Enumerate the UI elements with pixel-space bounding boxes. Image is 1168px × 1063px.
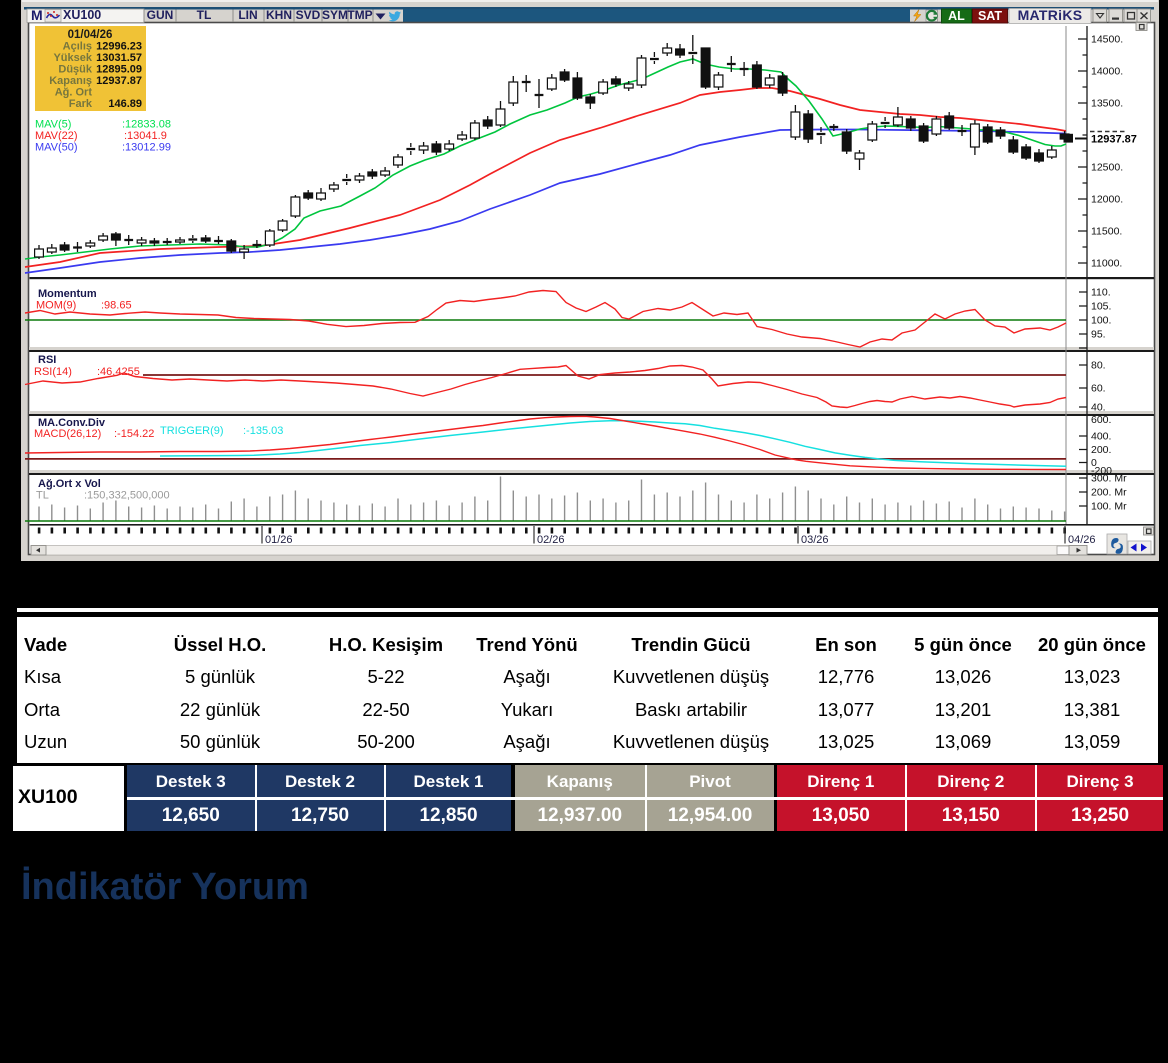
svg-text:14500.: 14500. <box>1091 34 1123 46</box>
svg-text:100. Mr: 100. Mr <box>1091 501 1127 513</box>
svg-text:MOM(9): MOM(9) <box>36 300 76 312</box>
svg-text::-154.22: :-154.22 <box>114 428 154 440</box>
svg-text:95.: 95. <box>1091 329 1106 341</box>
svg-text:MAV(5): MAV(5) <box>35 119 71 131</box>
svg-text:146.89: 146.89 <box>108 98 142 110</box>
svg-text:SYM: SYM <box>322 8 348 22</box>
svg-text:Ağ.Ort x Vol: Ağ.Ort x Vol <box>38 478 101 490</box>
svg-text:Momentum: Momentum <box>38 288 97 300</box>
svg-text:600.: 600. <box>1091 414 1111 426</box>
svg-text:GUN: GUN <box>147 8 174 22</box>
svg-text::46.4255: :46.4255 <box>97 366 140 378</box>
svg-text:13031.57: 13031.57 <box>96 52 142 64</box>
svg-text:200. Mr: 200. Mr <box>1091 487 1127 499</box>
svg-text:0: 0 <box>1091 457 1097 469</box>
svg-text:11500.: 11500. <box>1091 226 1122 238</box>
svg-text:Yüksek: Yüksek <box>53 52 92 64</box>
svg-text:TMP: TMP <box>347 8 372 22</box>
svg-text:MA.Conv.Div: MA.Conv.Div <box>38 417 106 429</box>
svg-text::150,332,500,000: :150,332,500,000 <box>84 490 170 502</box>
svg-text:105.: 105. <box>1091 301 1111 313</box>
svg-text:14000.: 14000. <box>1091 66 1123 78</box>
svg-text:-200: -200 <box>1091 465 1112 477</box>
svg-text:AL: AL <box>948 9 965 23</box>
svg-text:Kapanış: Kapanış <box>49 75 92 87</box>
svg-text::13041.9: :13041.9 <box>124 130 167 142</box>
svg-text:Düşük: Düşük <box>58 64 93 76</box>
svg-text:RSI: RSI <box>38 354 56 366</box>
svg-text:02/26: 02/26 <box>537 534 565 546</box>
svg-text:MAV(22): MAV(22) <box>35 130 78 142</box>
svg-text:SVD: SVD <box>296 8 321 22</box>
svg-text:12000.: 12000. <box>1091 194 1123 206</box>
svg-text::-135.03: :-135.03 <box>243 425 283 437</box>
svg-text:40.: 40. <box>1091 402 1106 414</box>
svg-text:11000.: 11000. <box>1091 258 1122 270</box>
svg-text:12500.: 12500. <box>1091 162 1123 174</box>
svg-text:Ağ. Ort: Ağ. Ort <box>55 87 93 99</box>
svg-text:200.: 200. <box>1091 444 1111 456</box>
svg-text:LIN: LIN <box>238 8 257 22</box>
svg-text:XU100: XU100 <box>63 8 101 22</box>
svg-text:12937.87: 12937.87 <box>96 75 142 87</box>
svg-text:KHN: KHN <box>266 8 292 22</box>
svg-text:MACD(26,12): MACD(26,12) <box>34 428 101 440</box>
svg-text:TRIGGER(9): TRIGGER(9) <box>160 425 224 437</box>
svg-text::13012.99: :13012.99 <box>122 142 171 154</box>
svg-text:SAT: SAT <box>978 9 1002 23</box>
svg-text:TL: TL <box>36 490 49 502</box>
svg-text::12833.08: :12833.08 <box>122 119 171 131</box>
svg-text:12895.09: 12895.09 <box>96 64 142 76</box>
svg-text:TL: TL <box>197 8 212 22</box>
svg-text:M: M <box>31 7 43 23</box>
svg-text:12937.87: 12937.87 <box>1091 134 1137 146</box>
svg-text:Fark: Fark <box>69 98 93 110</box>
svg-text:Açılış: Açılış <box>63 41 92 53</box>
svg-text:01/04/26: 01/04/26 <box>68 29 113 41</box>
svg-text:04/26: 04/26 <box>1068 534 1096 546</box>
svg-text:MAV(50): MAV(50) <box>35 142 78 154</box>
svg-text::98.65: :98.65 <box>101 300 132 312</box>
svg-text:60.: 60. <box>1091 383 1106 395</box>
svg-text:110.: 110. <box>1091 287 1111 299</box>
svg-text:100.: 100. <box>1091 315 1111 327</box>
svg-text:03/26: 03/26 <box>801 534 829 546</box>
svg-text:80.: 80. <box>1091 360 1106 372</box>
svg-text:12996.23: 12996.23 <box>96 41 142 53</box>
svg-text:MATRiKS: MATRiKS <box>1018 7 1083 23</box>
svg-text:01/26: 01/26 <box>265 534 293 546</box>
svg-text:400.: 400. <box>1091 431 1111 443</box>
svg-text:RSI(14): RSI(14) <box>34 366 72 378</box>
svg-text:13500.: 13500. <box>1091 98 1123 110</box>
svg-text:300. Mr: 300. Mr <box>1091 473 1127 485</box>
